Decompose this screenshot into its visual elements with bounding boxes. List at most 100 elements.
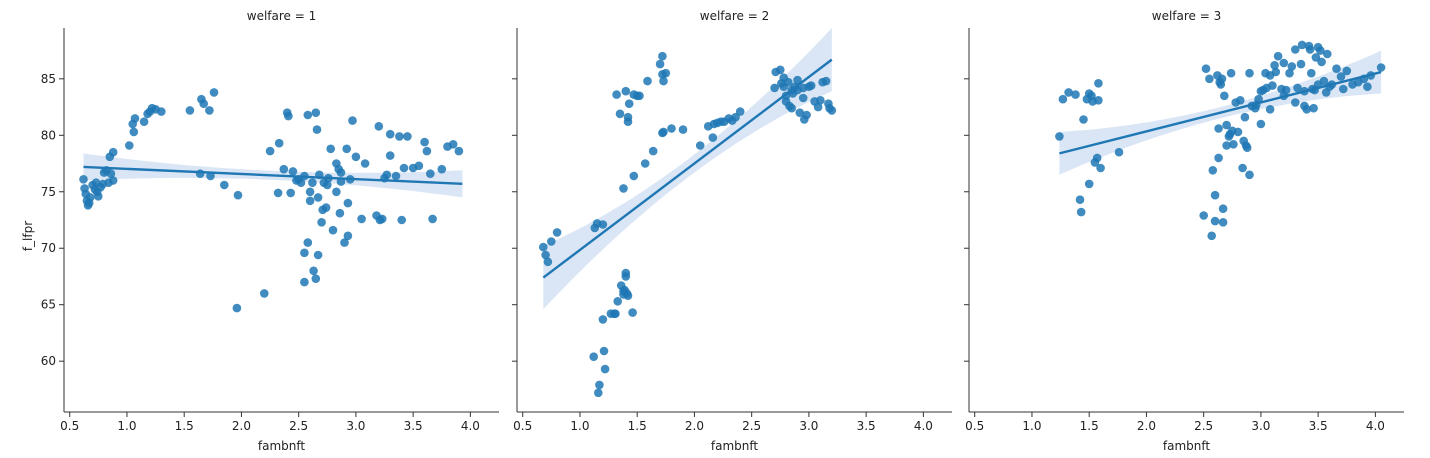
data-point (1285, 68, 1294, 78)
data-point (288, 167, 298, 176)
data-point (659, 76, 668, 86)
data-point (335, 208, 345, 218)
data-point (357, 214, 366, 224)
data-point (374, 122, 384, 131)
x-tick-label: 2.0 (232, 419, 251, 433)
data-point (1240, 112, 1250, 122)
data-point (655, 59, 665, 69)
panel-1: welfare = 1 0.5 1.0 1.5 2.0 2.5 3.0 3.5 4.0 60 65 7… (41, 9, 499, 453)
data-point (454, 146, 464, 156)
data-point (265, 146, 275, 156)
data-point (648, 146, 658, 156)
x-tick-label: 1.0 (570, 419, 589, 433)
panel-3: welfare = 3 0.5 1.0 1.5 2.0 2.5 3.0 3.5 4.0 fambn… (964, 9, 1404, 453)
x-tick-label: 3.0 (346, 419, 365, 433)
data-point (821, 76, 831, 86)
data-point (1317, 57, 1326, 67)
data-point (611, 309, 620, 319)
data-point (303, 110, 313, 120)
data-point (1210, 216, 1220, 226)
data-point (343, 231, 353, 241)
data-point (1291, 98, 1300, 107)
data-point (793, 75, 802, 85)
data-point (661, 68, 671, 78)
data-point (640, 159, 650, 168)
data-point (1205, 74, 1214, 84)
data-point (311, 108, 321, 117)
data-point (273, 188, 283, 198)
data-point (340, 238, 349, 247)
data-point (1287, 62, 1297, 71)
data-point (129, 127, 139, 137)
x-tick-label: 1.5 (628, 419, 647, 433)
data-point (139, 117, 149, 126)
data-point (1268, 81, 1277, 90)
data-point (621, 86, 631, 96)
x-tick-label: 0.5 (60, 419, 79, 433)
data-point (827, 106, 837, 115)
data-point (1309, 103, 1318, 113)
data-point (595, 380, 604, 390)
data-point (426, 169, 435, 178)
data-point (1332, 64, 1341, 73)
x-tick-label: 3.5 (857, 419, 876, 433)
data-point (1273, 51, 1283, 61)
x-tick-label: 3.5 (1309, 419, 1328, 433)
data-point (1363, 82, 1372, 91)
data-point (1297, 40, 1307, 50)
data-point (1064, 88, 1073, 97)
data-point (360, 159, 370, 168)
data-point (1208, 166, 1218, 175)
data-point (130, 114, 140, 123)
data-point (1055, 132, 1064, 141)
data-point (323, 180, 332, 190)
data-point (623, 112, 633, 122)
data-point (286, 188, 296, 198)
data-point (317, 218, 326, 227)
data-point (802, 110, 811, 120)
data-point (795, 108, 805, 117)
data-point (448, 140, 458, 149)
data-point (157, 107, 166, 116)
data-point (1245, 68, 1254, 78)
data-point (377, 214, 387, 224)
data-point (1094, 79, 1103, 88)
x-tick-label: 1.5 (1080, 419, 1099, 433)
data-point (1210, 190, 1220, 200)
data-point (209, 88, 219, 97)
data-point (678, 125, 688, 134)
data-point (621, 268, 631, 278)
data-point (1214, 124, 1223, 133)
data-point (1291, 45, 1300, 54)
data-point (798, 93, 808, 103)
x-axis-label: fambnft (258, 439, 306, 453)
data-point (414, 161, 424, 171)
data-point (303, 238, 313, 247)
y-tick-label: 65 (41, 298, 56, 312)
data-point (612, 90, 621, 99)
data-point (313, 250, 323, 260)
data-point (1293, 83, 1302, 93)
data-point (199, 99, 208, 108)
x-tick-label: 4.0 (1366, 419, 1385, 433)
data-point (342, 144, 352, 154)
data-point (659, 127, 668, 137)
data-point (336, 168, 346, 177)
data-point (539, 242, 548, 252)
data-point (108, 176, 118, 185)
panel-title: welfare = 2 (700, 9, 769, 23)
data-point (541, 250, 550, 260)
panel-title: welfare = 1 (247, 9, 316, 23)
data-point (1236, 96, 1245, 105)
data-point (667, 124, 676, 133)
data-point (279, 164, 289, 174)
data-point (86, 193, 95, 202)
data-point (1218, 218, 1228, 227)
panel-2: welfare = 2 0.5 1.0 1.5 2.0 2.5 3.0 3.5 4.0 fambn… (512, 9, 952, 453)
data-point (326, 144, 336, 154)
data-point (1238, 163, 1247, 173)
data-point (784, 77, 793, 87)
data-point (205, 106, 214, 115)
data-point (1323, 49, 1332, 59)
data-point (1076, 207, 1086, 217)
